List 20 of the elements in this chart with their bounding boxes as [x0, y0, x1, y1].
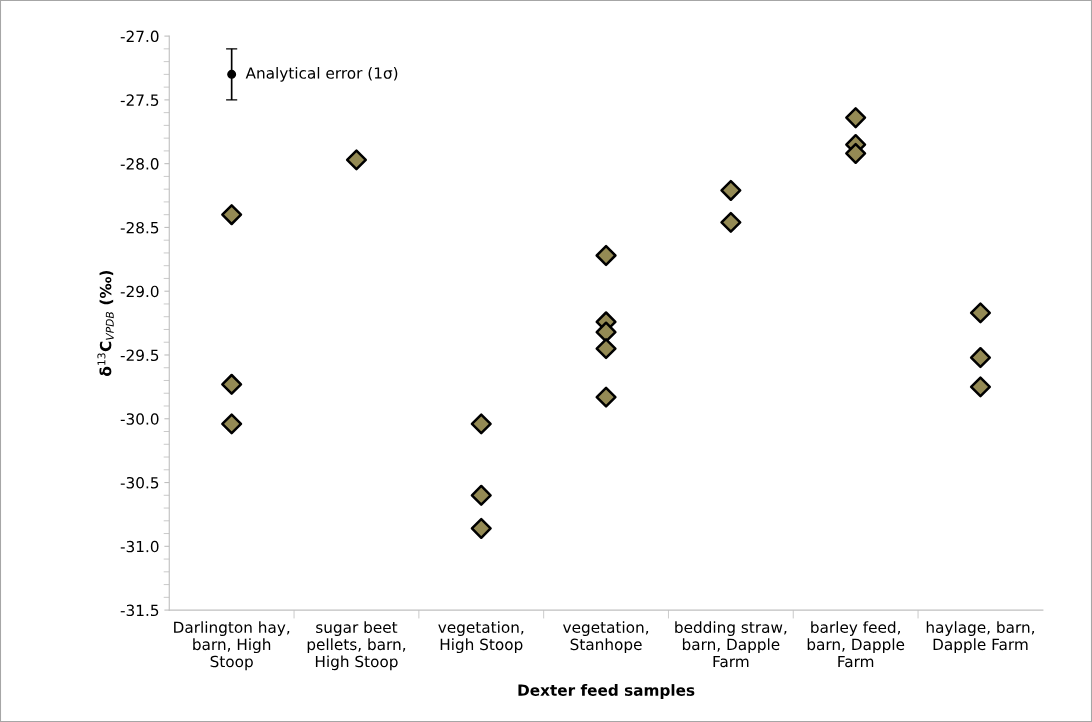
y-tick-label: -31.5	[120, 604, 159, 617]
x-tick-label: haylage, barn, Dapple Farm	[926, 621, 1035, 654]
x-tick-label: vegetation, High Stoop	[438, 621, 524, 654]
y-tick-label: -27.5	[120, 94, 159, 106]
y-tick-label: -28.5	[120, 221, 159, 234]
y-tick-label: -29.0	[120, 285, 159, 298]
annotation: Analytical error (1σ)	[245, 66, 398, 82]
y-tick-label: -29.5	[120, 349, 159, 361]
x-tick-label: barley feed, barn, Dapple Farm	[807, 621, 905, 668]
x-axis-title: Dexter feed samples	[518, 684, 695, 699]
y-tick-label: -30.0	[120, 413, 159, 425]
x-tick-label: sugar beet pellets, barn, High Stoop	[307, 621, 406, 671]
y-tick-label: -28.0	[120, 158, 159, 170]
y-axis-title: δ$^{13}$C$_{VPDB}$ (‰)	[97, 270, 114, 376]
x-tick-label: Darlington hay, barn, High Stoop	[174, 621, 290, 671]
x-tick-label: bedding straw, barn, Dapple Farm	[675, 621, 787, 668]
x-tick-label: vegetation, Stanhope	[563, 621, 649, 654]
y-tick-label: -30.5	[120, 477, 159, 489]
y-tick-label: -31.0	[120, 540, 159, 553]
y-tick-label: -27.0	[120, 30, 159, 43]
